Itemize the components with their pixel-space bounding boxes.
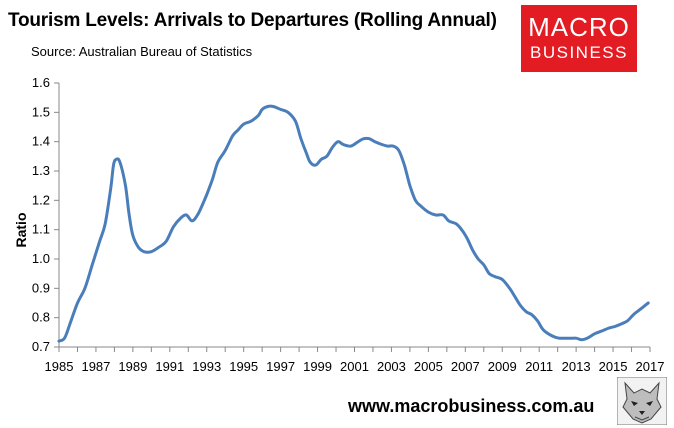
x-tick-label: 2005	[414, 359, 443, 374]
chart-axes	[58, 83, 650, 348]
series-line	[57, 104, 650, 343]
x-tick-label: 2017	[636, 359, 665, 374]
x-tick-label: 1993	[192, 359, 221, 374]
line-chart: 0.70.80.91.01.11.21.31.41.51.6 1985 1987 1…	[13, 75, 665, 374]
y-axis-label: Ratio	[13, 213, 29, 248]
x-tick-label: 2003	[377, 359, 406, 374]
y-tick-label: 0.8	[32, 310, 50, 325]
x-tick-label: 1999	[303, 359, 332, 374]
y-tick-label: 1.3	[32, 163, 50, 178]
chart-source: Source: Australian Bureau of Statistics	[31, 44, 253, 59]
y-tick-label: 1.4	[32, 134, 50, 149]
y-tick-label: 0.9	[32, 280, 50, 295]
x-tick-label: 2015	[599, 359, 628, 374]
x-axis-ticks: 1985 1987 1989 1991 1993 1995 1997 1999 2001 2003…	[45, 347, 665, 374]
x-tick-label: 1985	[45, 359, 74, 374]
x-tick-label: 1997	[266, 359, 295, 374]
y-tick-label: 1.1	[32, 222, 50, 237]
y-axis-ticks: 0.7 0.8 0.9 1.0 1.1 1.2 1.3 1.4 1.5 1.6	[32, 75, 59, 354]
y-tick-label: 1.2	[32, 192, 50, 207]
website-url: www.macrobusiness.com.au	[348, 396, 595, 416]
x-tick-label: 1991	[155, 359, 184, 374]
macrobusiness-logo: MACRO BUSINESS	[521, 5, 637, 72]
x-tick-label: 1989	[118, 359, 147, 374]
y-tick-label: 1.0	[32, 251, 50, 266]
y-tick-label: 1.6	[32, 75, 50, 90]
x-tick-label: 2013	[562, 359, 591, 374]
y-tick-label: 0.7	[32, 339, 50, 354]
logo-line-1: MACRO	[528, 12, 630, 42]
x-tick-label: 2001	[340, 359, 369, 374]
x-tick-label: 1995	[229, 359, 258, 374]
x-tick-label: 2007	[451, 359, 480, 374]
chart-series	[57, 104, 650, 343]
x-tick-label: 1987	[81, 359, 110, 374]
wolf-mascot-icon	[617, 377, 667, 425]
x-tick-label: 2009	[488, 359, 517, 374]
chart-title: Tourism Levels: Arrivals to Departures (…	[8, 10, 497, 31]
x-tick-label: 2011	[525, 359, 553, 374]
logo-line-2: BUSINESS	[530, 43, 628, 62]
y-tick-label: 1.5	[32, 104, 50, 119]
